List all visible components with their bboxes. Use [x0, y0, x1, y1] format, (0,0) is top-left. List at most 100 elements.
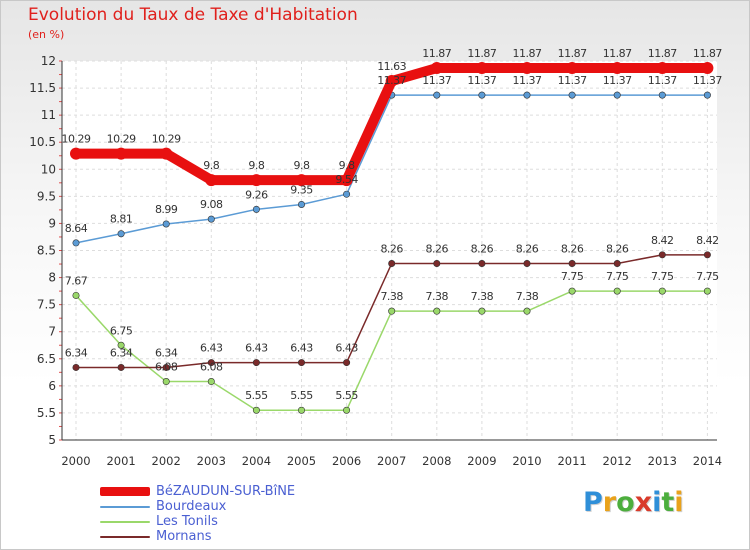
- data-label: 11.87: [603, 47, 632, 60]
- data-point: [568, 259, 576, 267]
- data-label: 7.38: [516, 290, 539, 303]
- data-point: [115, 147, 128, 160]
- data-label: 6.08: [200, 361, 223, 374]
- data-point: [343, 359, 351, 367]
- y-tick-label: 10: [41, 162, 56, 176]
- data-label: 11.87: [422, 47, 451, 60]
- data-point: [295, 174, 308, 187]
- chart-subtitle: (en %): [28, 28, 65, 41]
- data-label: 8.64: [65, 222, 88, 235]
- data-point: [701, 62, 714, 75]
- x-tick-label: 2013: [648, 454, 677, 468]
- data-point: [388, 259, 396, 267]
- data-label: 7.38: [380, 290, 403, 303]
- data-point: [658, 287, 666, 295]
- data-point: [72, 291, 80, 299]
- data-point: [297, 406, 305, 414]
- data-label: 11.37: [422, 74, 451, 87]
- data-label: 11.37: [648, 74, 677, 87]
- data-label: 9.8: [339, 159, 355, 172]
- data-point: [478, 307, 486, 315]
- data-label: 5.55: [290, 389, 313, 402]
- data-label: 9.54: [335, 173, 358, 186]
- data-label: 6.34: [65, 346, 88, 359]
- x-tick-label: 2011: [557, 454, 586, 468]
- data-label: 7.38: [471, 290, 494, 303]
- data-label: 11.87: [467, 47, 496, 60]
- data-label: 11.87: [693, 47, 722, 60]
- data-point: [205, 174, 218, 187]
- data-point: [343, 406, 351, 414]
- x-tick-label: 2010: [512, 454, 541, 468]
- data-label: 7.75: [606, 270, 629, 283]
- data-point: [478, 259, 486, 267]
- y-tick-label: 7: [48, 325, 56, 339]
- data-point: [250, 174, 263, 187]
- data-point: [252, 359, 260, 367]
- data-point: [117, 230, 125, 238]
- chart-title: Evolution du Taux de Taxe d'Habitation: [28, 5, 358, 25]
- data-label: 7.75: [651, 270, 674, 283]
- data-label: 11.37: [467, 74, 496, 87]
- data-point: [207, 359, 215, 367]
- data-point: [478, 91, 486, 99]
- data-point: [568, 91, 576, 99]
- data-label: 6.43: [245, 342, 268, 355]
- proxiti-logo: Proxiti: [583, 487, 684, 518]
- data-label: 5.55: [335, 389, 358, 402]
- x-tick-label: 2002: [152, 454, 181, 468]
- y-tick-label: 11.5: [29, 81, 56, 95]
- legend-swatch: [100, 535, 150, 538]
- data-label: 6.43: [200, 342, 223, 355]
- x-tick-label: 2004: [242, 454, 271, 468]
- y-tick-label: 8: [48, 271, 56, 285]
- data-point: [703, 251, 711, 259]
- data-point: [297, 200, 305, 208]
- x-tick-label: 2006: [332, 454, 361, 468]
- x-tick-label: 2000: [61, 454, 90, 468]
- data-point: [568, 287, 576, 295]
- data-label: 7.67: [65, 274, 88, 287]
- data-point: [523, 259, 531, 267]
- data-label: 8.42: [651, 234, 674, 247]
- data-label: 11.63: [377, 60, 406, 73]
- legend-item: Les Tonils: [100, 514, 295, 529]
- data-point: [613, 91, 621, 99]
- data-point: [72, 363, 80, 371]
- logo-letter: t: [661, 487, 675, 518]
- legend-label: BéZAUDUN-SUR-BîNE: [156, 484, 296, 499]
- data-point: [613, 259, 621, 267]
- data-label: 8.26: [426, 242, 449, 255]
- data-point: [117, 363, 125, 371]
- data-point: [297, 359, 305, 367]
- data-point: [385, 75, 398, 88]
- y-tick-label: 12: [41, 54, 56, 68]
- logo-letter: i: [674, 487, 684, 518]
- data-point: [523, 307, 531, 315]
- logo-letter: o: [616, 487, 635, 518]
- data-point: [252, 406, 260, 414]
- data-point: [343, 190, 351, 198]
- data-label: 6.75: [110, 324, 133, 337]
- legend-label: Les Tonils: [156, 514, 218, 529]
- x-tick-label: 2012: [603, 454, 632, 468]
- data-label: 5.55: [245, 389, 268, 402]
- data-label: 8.42: [696, 234, 719, 247]
- data-point: [611, 62, 624, 75]
- data-point: [566, 62, 579, 75]
- logo-letter: i: [652, 487, 662, 518]
- y-tick-label: 7.5: [37, 298, 56, 312]
- data-label: 11.87: [648, 47, 677, 60]
- data-label: 10.29: [62, 133, 91, 146]
- data-label: 10.29: [152, 133, 181, 146]
- data-point: [523, 91, 531, 99]
- data-point: [430, 62, 443, 75]
- data-point: [72, 239, 80, 247]
- y-tick-label: 10.5: [29, 135, 56, 149]
- x-tick-label: 2007: [377, 454, 406, 468]
- x-tick-label: 2009: [467, 454, 496, 468]
- legend-swatch: [100, 487, 150, 496]
- logo-letter: P: [583, 487, 603, 518]
- y-tick-label: 6.5: [37, 352, 56, 366]
- data-label: 9.35: [290, 183, 313, 196]
